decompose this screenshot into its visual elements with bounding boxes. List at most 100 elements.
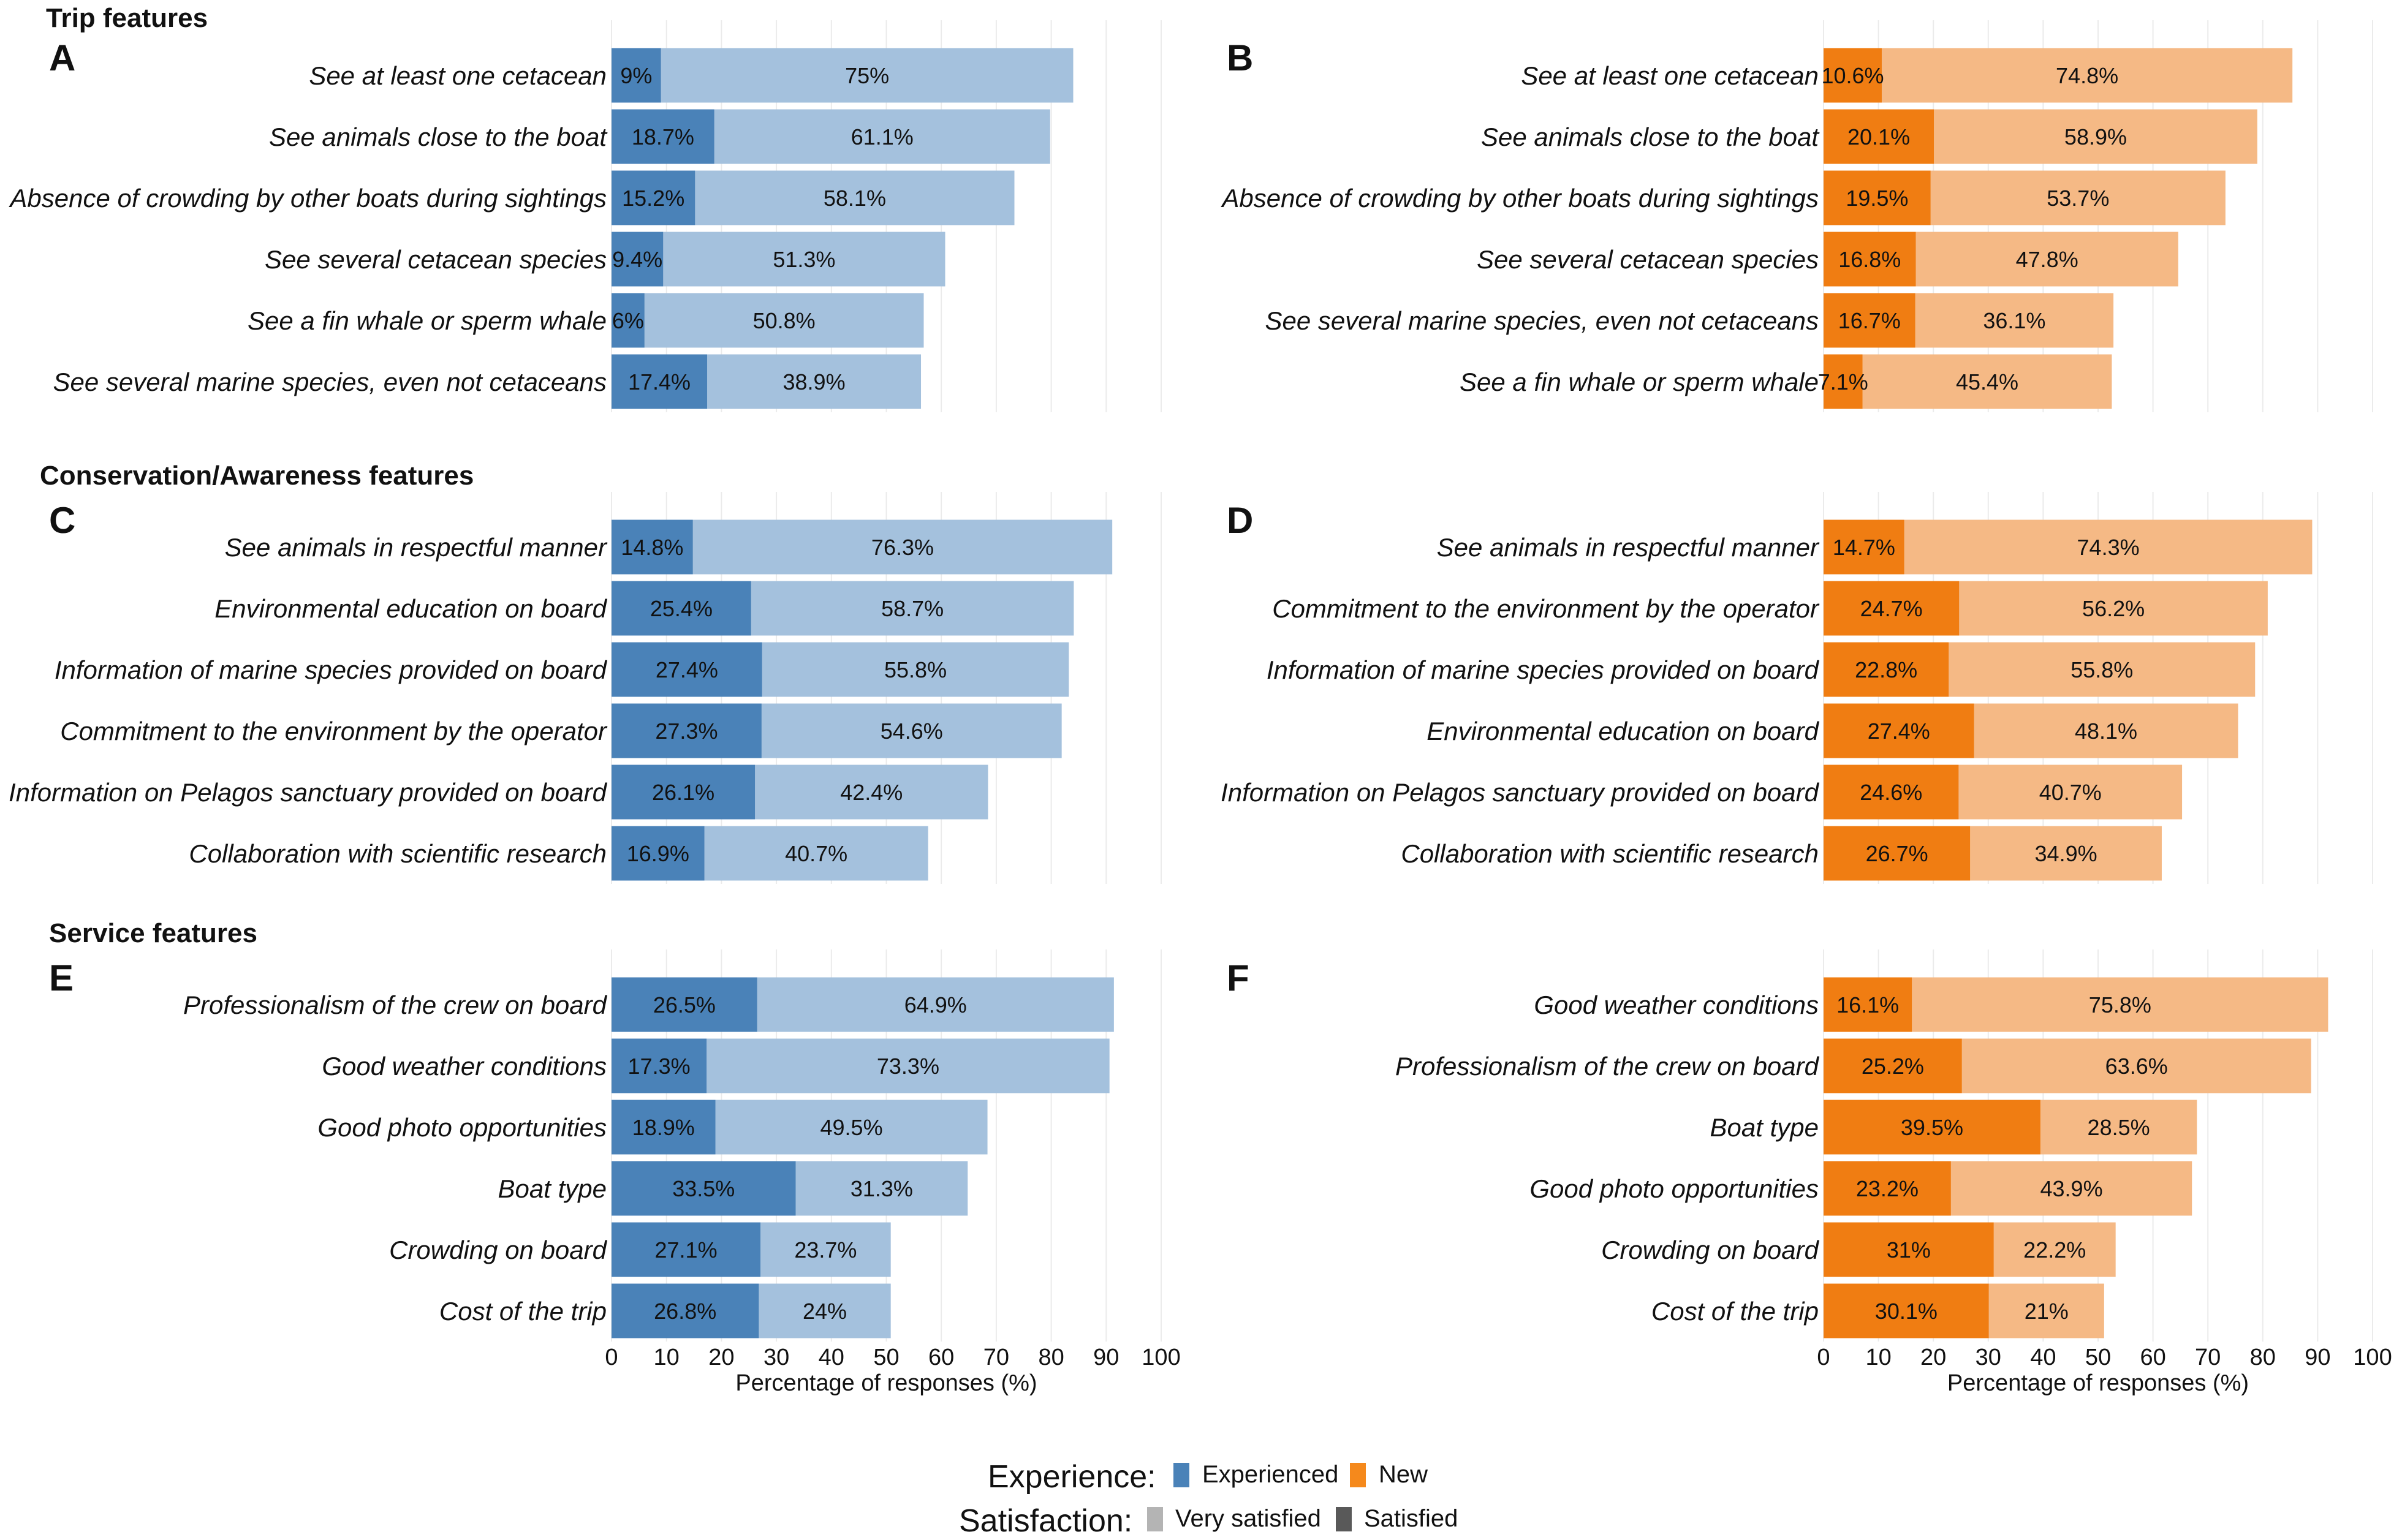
category-label: Good weather conditions [1534, 991, 1819, 1019]
category-label: Commitment to the environment by the ope… [60, 717, 608, 745]
bar-very-satisfied [644, 293, 924, 348]
category-label: Information of marine species provided o… [1267, 655, 1820, 684]
data-label-very-satisfied: 36.1% [1983, 308, 2045, 333]
data-label-very-satisfied: 40.7% [2039, 780, 2102, 805]
data-label-very-satisfied: 75% [845, 63, 889, 88]
bar-very-satisfied [1970, 826, 2162, 881]
data-label-very-satisfied: 56.2% [2082, 596, 2145, 621]
bar-very-satisfied [762, 642, 1069, 697]
bar-very-satisfied [1949, 642, 2256, 697]
legend-item-satisfied: Satisfied [1364, 1505, 1458, 1532]
data-label-very-satisfied: 24% [803, 1299, 847, 1324]
data-label-satisfied: 16.8% [1838, 247, 1901, 272]
data-label-very-satisfied: 48.1% [2075, 719, 2137, 744]
data-label-satisfied: 26.5% [653, 992, 716, 1017]
category-label: Collaboration with scientific research [189, 839, 607, 868]
panel-label: B [1227, 37, 1253, 78]
x-tick-label: 20 [1920, 1345, 1946, 1370]
data-label-satisfied: 9.4% [612, 247, 662, 272]
data-label-very-satisfied: 51.3% [773, 247, 835, 272]
x-tick-label: 40 [819, 1345, 844, 1370]
category-label: See a fin whale or sperm whale [248, 306, 607, 335]
category-label: Crowding on board [389, 1236, 608, 1264]
bar-satisfied [612, 519, 693, 575]
x-tick-label: 60 [928, 1345, 954, 1370]
category-label: See several cetacean species [1477, 245, 1819, 274]
bar-very-satisfied [1974, 703, 2238, 758]
data-label-very-satisfied: 42.4% [840, 780, 903, 805]
category-label: Professionalism of the crew on board [183, 991, 608, 1019]
data-label-satisfied: 16.9% [627, 841, 689, 866]
bar-satisfied [1824, 354, 1863, 409]
x-tick-label: 70 [983, 1345, 1009, 1370]
bar-very-satisfied [1904, 519, 2313, 575]
bar-satisfied [1824, 519, 1904, 575]
panel-d: D See animals in respectful manner 14.7% 74… [1221, 492, 2373, 884]
bar-satisfied [612, 354, 708, 409]
data-label-very-satisfied: 23.7% [794, 1237, 857, 1263]
bar-satisfied [1824, 293, 1915, 348]
bar-satisfied [1824, 826, 1971, 881]
bar-satisfied [612, 48, 661, 103]
panels: A See at least one cetacean 9% 75% See anima… [8, 20, 2392, 1396]
bar-satisfied [1824, 764, 1959, 820]
data-label-satisfied: 17.3% [628, 1054, 691, 1079]
bar-satisfied [612, 1038, 707, 1093]
x-axis-title: Percentage of responses (%) [1947, 1370, 2249, 1396]
data-label-satisfied: 10.6% [1821, 63, 1884, 88]
bar-very-satisfied [1930, 170, 2226, 225]
section-title-trip: Trip features [46, 3, 208, 33]
category-label: Crowding on board [1601, 1236, 1820, 1264]
bar-satisfied [612, 293, 645, 348]
data-label-satisfied: 26.7% [1866, 841, 1928, 866]
category-label: See animals close to the boat [269, 123, 608, 151]
data-label-very-satisfied: 22.2% [2023, 1237, 2086, 1263]
data-label-satisfied: 18.9% [632, 1115, 695, 1140]
category-label: Cost of the trip [439, 1297, 607, 1326]
x-tick-label: 100 [1142, 1345, 1180, 1370]
data-label-satisfied: 6% [612, 308, 644, 333]
panel-label: C [49, 500, 75, 541]
bar-very-satisfied [1961, 1038, 2311, 1093]
category-label: See animals in respectful manner [225, 533, 608, 562]
bar-satisfied [1824, 1283, 1989, 1338]
data-label-satisfied: 24.7% [1860, 596, 1923, 621]
bar-very-satisfied [760, 1222, 891, 1277]
data-label-very-satisfied: 49.5% [820, 1115, 883, 1140]
data-label-very-satisfied: 75.8% [2089, 992, 2151, 1017]
bar-very-satisfied [663, 232, 945, 287]
bar-very-satisfied [1958, 764, 2183, 820]
data-label-satisfied: 15.2% [622, 186, 684, 211]
category-label: See several marine species, even not cet… [1265, 306, 1819, 335]
data-label-satisfied: 7.1% [1818, 369, 1868, 394]
bar-very-satisfied [692, 519, 1113, 575]
legend-swatch-satisfied [1336, 1507, 1352, 1531]
data-label-satisfied: 19.5% [1846, 186, 1908, 211]
data-label-very-satisfied: 53.7% [2047, 186, 2109, 211]
x-tick-label: 90 [1093, 1345, 1119, 1370]
bar-very-satisfied [751, 581, 1074, 636]
data-label-satisfied: 14.8% [621, 535, 683, 560]
category-label: See at least one cetacean [309, 61, 607, 90]
data-label-satisfied: 31% [1887, 1237, 1931, 1263]
bar-very-satisfied [1959, 581, 2268, 636]
data-label-satisfied: 25.4% [650, 596, 713, 621]
data-label-satisfied: 27.4% [1868, 719, 1930, 744]
data-label-satisfied: 30.1% [1875, 1299, 1938, 1324]
x-tick-label: 90 [2305, 1345, 2330, 1370]
category-label: Good weather conditions [322, 1052, 607, 1081]
category-label: Environmental education on board [214, 594, 607, 623]
data-label-very-satisfied: 58.1% [824, 186, 886, 211]
category-label: Environmental education on board [1426, 717, 1819, 745]
data-label-satisfied: 26.8% [654, 1299, 716, 1324]
data-label-very-satisfied: 21% [2025, 1299, 2069, 1324]
category-label: See a fin whale or sperm whale [1460, 368, 1819, 396]
x-tick-label: 80 [2250, 1345, 2276, 1370]
panel-label: F [1227, 957, 1249, 998]
category-label: Information of marine species provided o… [55, 655, 608, 684]
panel-f: F Good weather conditions 16.1% 75.8% Profes… [1227, 949, 2392, 1396]
data-label-very-satisfied: 63.6% [2105, 1054, 2168, 1079]
bar-very-satisfied [707, 354, 922, 409]
bar-satisfied [612, 1222, 761, 1277]
